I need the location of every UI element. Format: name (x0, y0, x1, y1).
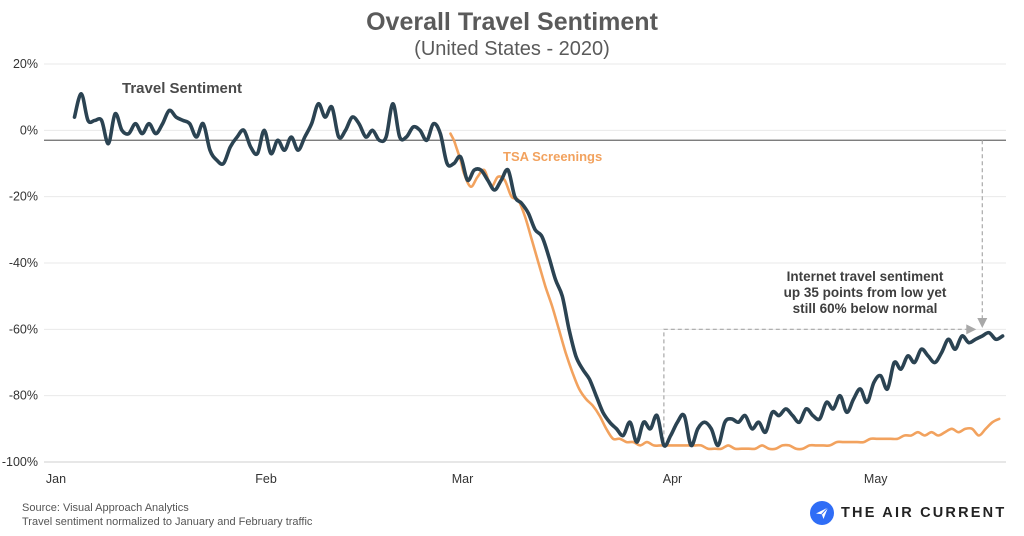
callout-dashed-path (663, 328, 969, 442)
travel-sentiment-line (72, 91, 1005, 448)
chart-subtitle: (United States - 2020) (414, 38, 610, 60)
source-note: Source: Visual Approach Analytics (22, 502, 189, 514)
x-tick-label: Feb (255, 472, 277, 486)
y-tick-label: -80% (9, 389, 38, 403)
brand-logo: THE AIR CURRENT (810, 500, 1006, 526)
chart-title: Overall Travel Sentiment (366, 8, 658, 36)
callout-arrowhead-down (977, 317, 988, 328)
y-tick-label: 20% (13, 57, 38, 71)
y-axis-tick-labels: 20% 0% -20% -40% -60% -80% -100% (2, 57, 38, 469)
y-tick-label: -100% (2, 455, 38, 469)
travel-sentiment-label: Travel Sentiment (122, 80, 242, 97)
callout-text-line: still 60% below normal (793, 301, 938, 316)
x-tick-label: Apr (663, 472, 682, 486)
annotation-arrows (663, 140, 988, 442)
x-tick-label: Mar (452, 472, 474, 486)
tsa-screenings-line (449, 132, 1001, 451)
y-tick-label: -20% (9, 190, 38, 204)
x-tick-label: May (864, 472, 888, 486)
brand-name: THE AIR CURRENT (841, 505, 1007, 521)
tsa-screenings-label: TSA Screenings (503, 149, 602, 164)
y-tick-label: 0% (20, 123, 38, 137)
callout-text-line: Internet travel sentiment (787, 269, 944, 284)
paper-plane-icon (810, 501, 834, 525)
x-axis-tick-labels: Jan Feb Mar Apr May (46, 472, 888, 486)
normalization-note: Travel sentiment normalized to January a… (22, 516, 313, 528)
y-tick-label: -60% (9, 322, 38, 336)
x-tick-label: Jan (46, 472, 66, 486)
callout-arrowhead-right (966, 324, 977, 335)
callout-text-line: up 35 points from low yet (784, 285, 947, 300)
y-tick-label: -40% (9, 256, 38, 270)
annotation-labels: Travel Sentiment TSA Screenings Internet t… (122, 80, 947, 316)
series-lines (72, 91, 1005, 451)
